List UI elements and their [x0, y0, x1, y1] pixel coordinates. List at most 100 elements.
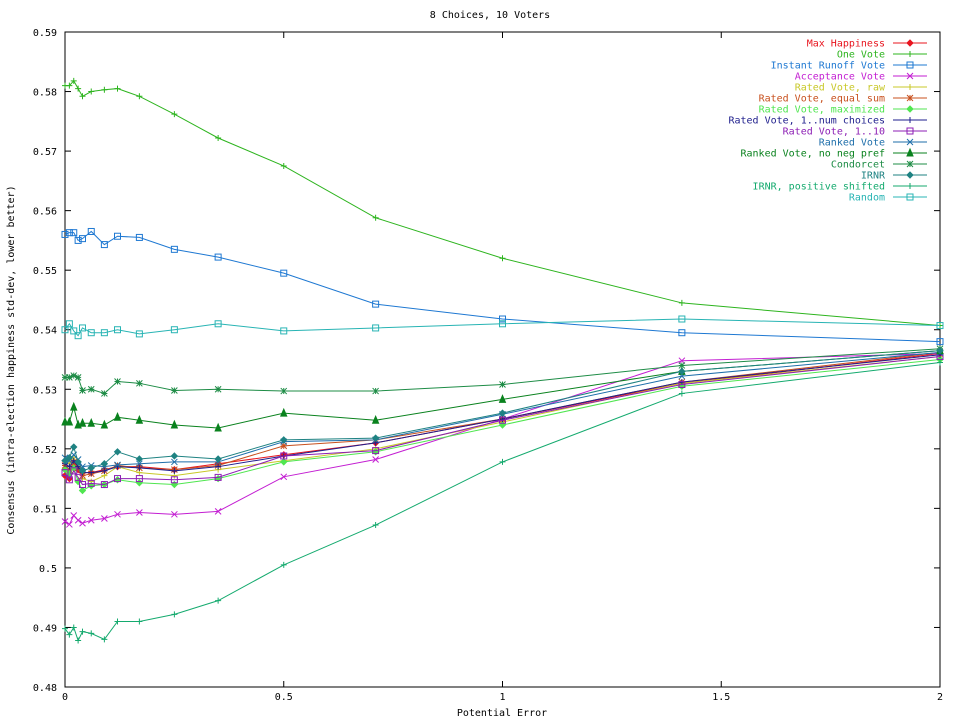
data-point [101, 390, 108, 397]
data-point [101, 515, 108, 522]
data-point [135, 475, 143, 483]
data-point [171, 611, 178, 618]
data-point [79, 324, 86, 332]
data-point [936, 322, 944, 330]
legend-item: One Vote [837, 50, 927, 61]
legend-label: Instant Runoff Vote [771, 61, 885, 72]
data-point [65, 416, 74, 426]
data-point [171, 111, 178, 118]
data-point [87, 227, 95, 235]
data-point [136, 379, 143, 387]
data-point [100, 481, 108, 489]
data-point [214, 253, 222, 261]
series-line [65, 350, 941, 429]
data-point [101, 467, 108, 474]
data-point [280, 269, 288, 277]
data-point [70, 327, 78, 335]
series-4 [61, 350, 944, 528]
data-point [280, 561, 287, 568]
data-point [678, 329, 686, 337]
data-point [70, 443, 78, 451]
data-point [499, 315, 506, 323]
data-point [100, 329, 108, 337]
axes: 0.480.490.50.510.520.530.540.550.560.570… [33, 28, 943, 703]
legend-label: Ranked Vote [819, 138, 885, 149]
legend-label: IRNR [861, 171, 886, 182]
data-point [171, 510, 178, 518]
legend-label: Rated Vote, 1..10 [783, 127, 885, 138]
legend-item: Instant Runoff Vote [771, 61, 927, 72]
data-point [280, 442, 288, 450]
data-point [372, 324, 380, 332]
y-tick-label: 0.56 [33, 207, 57, 218]
data-point [79, 387, 86, 394]
legend-item: Ranked Vote [819, 138, 927, 149]
data-point [215, 597, 222, 604]
x-tick-label: 2 [937, 692, 943, 703]
data-point [87, 417, 96, 427]
data-point [70, 229, 78, 237]
series-line [65, 348, 941, 395]
data-point [136, 618, 143, 625]
data-point [61, 457, 69, 465]
series-line [64, 353, 941, 526]
data-point [906, 171, 914, 179]
data-point [61, 416, 69, 426]
data-point [678, 299, 685, 306]
data-point [61, 326, 69, 334]
data-point [372, 522, 379, 529]
data-point [906, 138, 914, 146]
data-point [66, 463, 73, 470]
data-point [70, 624, 77, 631]
data-point [61, 518, 69, 525]
x-tick-label: 0 [62, 692, 68, 703]
data-point [170, 326, 178, 334]
series-3 [61, 227, 944, 346]
data-point [499, 416, 506, 424]
data-point [65, 320, 73, 328]
data-point [907, 84, 913, 90]
y-tick-label: 0.48 [33, 683, 57, 694]
data-point [936, 346, 944, 355]
data-point [78, 486, 87, 495]
data-point [372, 456, 379, 463]
data-point [214, 422, 222, 432]
data-point [280, 473, 288, 481]
data-point [906, 39, 914, 47]
y-axis-label: Consensus (intra-election happiness std-… [6, 185, 17, 534]
data-point [79, 235, 86, 243]
data-point [87, 479, 95, 487]
data-point [907, 117, 913, 123]
x-axis-label: Potential Error [457, 708, 547, 719]
data-point [280, 327, 288, 335]
legend-item: IRNR [861, 171, 927, 182]
series-13 [61, 346, 944, 475]
data-point [136, 464, 143, 471]
data-point [65, 454, 74, 462]
data-point [906, 94, 914, 102]
y-tick-label: 0.57 [33, 147, 57, 158]
legend-label: Rated Vote, 1..num choices [728, 116, 885, 127]
data-point [74, 374, 82, 381]
data-point [135, 330, 143, 338]
data-point [214, 320, 222, 328]
data-point [74, 516, 82, 524]
data-point [279, 407, 288, 417]
data-point [74, 473, 82, 481]
data-point [88, 630, 95, 637]
data-point [79, 463, 86, 471]
data-point [498, 409, 507, 417]
data-point [62, 625, 68, 632]
legend-item: IRNR, positive shifted [753, 182, 927, 193]
data-point [79, 628, 86, 635]
data-point [65, 229, 73, 237]
data-point [100, 459, 109, 468]
data-point [678, 381, 686, 389]
data-point [74, 332, 82, 340]
data-point [135, 455, 144, 463]
data-point [280, 452, 288, 460]
y-tick-label: 0.51 [33, 504, 57, 515]
data-point [75, 85, 82, 92]
data-point [61, 469, 69, 477]
